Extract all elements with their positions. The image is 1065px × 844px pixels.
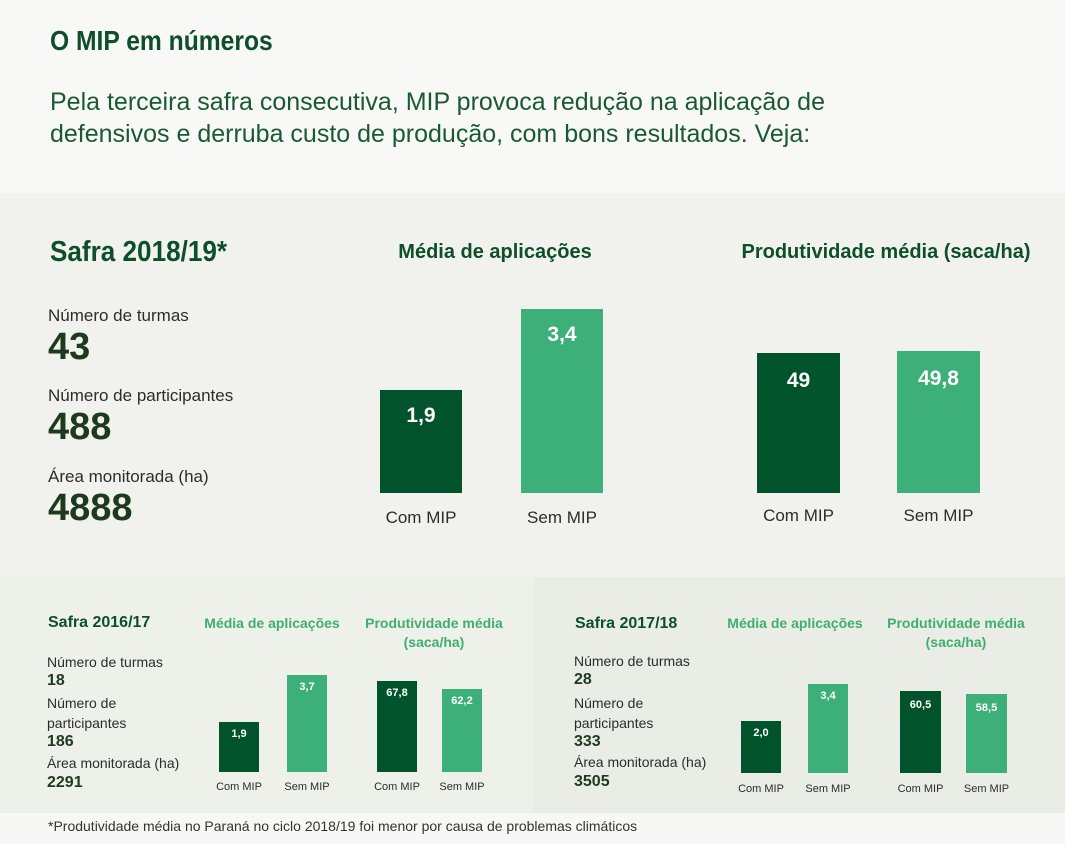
season-title-2016-17: Safra 2016/17 — [48, 614, 151, 631]
category-label: Sem MIP — [903, 506, 974, 525]
stat-value-turmas: 43 — [48, 326, 91, 368]
stat-label-area: Área monitorada (ha) — [574, 754, 707, 770]
bar-value-label: 2,0 — [753, 727, 769, 739]
category-label: Sem MIP — [284, 781, 330, 793]
bar-com-mip — [741, 721, 781, 773]
category-label: Com MIP — [763, 506, 834, 525]
stat-value-area: 3505 — [574, 773, 610, 790]
bar-value-label: 1,9 — [406, 404, 436, 427]
stat-label-participantes: Número de participantes — [48, 386, 234, 405]
bar-com-mip — [380, 390, 462, 493]
category-label: Com MIP — [374, 781, 420, 793]
category-label: Sem MIP — [963, 783, 1010, 795]
stat-value-participantes: 488 — [48, 406, 112, 448]
bar-com-mip — [757, 353, 840, 493]
chart-title: Média de aplicações — [204, 615, 340, 631]
chart-title: Produtividade média (saca/ha) — [741, 241, 1031, 263]
category-label: Sem MIP — [527, 508, 597, 527]
chart-title: Média de aplicações — [727, 615, 863, 631]
bar-sem-mip — [287, 675, 327, 772]
stat-value-area: 2291 — [47, 774, 83, 791]
stat-value-area: 4888 — [48, 487, 133, 529]
stat-label-participantes: Número de participantes — [574, 695, 654, 731]
bar-value-label: 1,9 — [231, 728, 247, 740]
season-title-2018-19: Safra 2018/19* — [50, 236, 228, 268]
bar-value-label: 58,5 — [975, 702, 998, 714]
category-label: Com MIP — [216, 781, 262, 793]
bar-com-mip — [900, 691, 941, 773]
stat-label-turmas: Número de turmas — [48, 306, 189, 325]
stat-value-turmas: 28 — [574, 671, 592, 688]
page-title: O MIP em números — [50, 25, 273, 56]
bar-value-label: 60,5 — [909, 699, 932, 711]
header-panel — [0, 0, 1065, 193]
chart-title: Produtividade média (saca/ha) — [887, 615, 1025, 650]
stat-value-turmas: 18 — [47, 672, 65, 689]
category-label: Sem MIP — [805, 783, 851, 795]
stat-label-area: Área monitorada (ha) — [47, 755, 180, 771]
category-label: Com MIP — [385, 508, 457, 527]
chart-title: Produtividade média (saca/ha) — [365, 615, 503, 650]
chart-title: Média de aplicações — [398, 241, 592, 263]
bar-sem-mip — [897, 351, 980, 493]
bar-value-label: 67,8 — [386, 687, 408, 699]
stat-value-participantes: 333 — [574, 733, 601, 750]
stat-label-turmas: Número de turmas — [47, 654, 163, 670]
bar-com-mip — [219, 722, 259, 772]
bar-value-label: 3,7 — [299, 681, 315, 693]
footnote: *Produtividade média no Paraná no ciclo … — [48, 818, 638, 834]
stat-label-area: Área monitorada (ha) — [48, 467, 209, 486]
bar-value-label: 3,4 — [547, 323, 577, 346]
stat-value-participantes: 186 — [47, 733, 74, 750]
bar-value-label: 62,2 — [451, 695, 473, 707]
bar-sem-mip — [808, 684, 848, 773]
bar-sem-mip — [966, 694, 1007, 773]
bar-value-label: 3,4 — [820, 690, 836, 702]
stat-label-participantes: Número de participantes — [47, 695, 127, 731]
bar-value-label: 49,8 — [918, 367, 959, 390]
category-label: Com MIP — [897, 783, 944, 795]
bar-sem-mip — [442, 689, 482, 772]
category-label: Com MIP — [738, 783, 784, 795]
category-label: Sem MIP — [439, 781, 485, 793]
stat-label-turmas: Número de turmas — [574, 653, 690, 669]
bar-value-label: 49 — [786, 369, 811, 392]
bar-com-mip — [377, 681, 417, 772]
season-title-2017-18: Safra 2017/18 — [575, 615, 678, 632]
intro-text: Pela terceira safra consecutiva, MIP pro… — [50, 88, 825, 148]
bar-sem-mip — [521, 309, 603, 493]
